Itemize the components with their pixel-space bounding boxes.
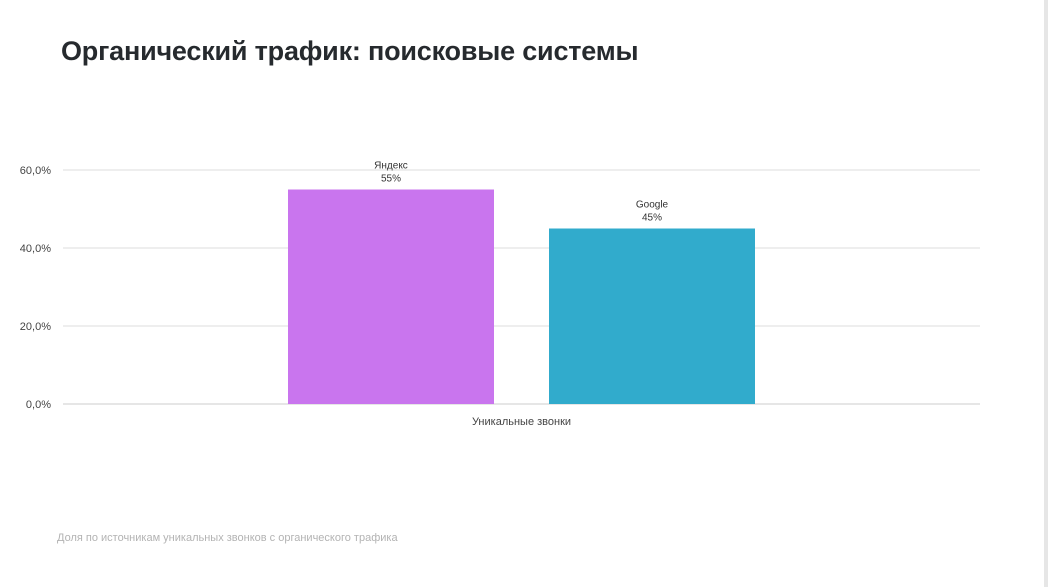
x-category-label: Уникальные звонки <box>472 416 571 428</box>
bar-series-label: Google <box>636 200 669 211</box>
page-title: Органический трафик: поисковые системы <box>61 36 639 66</box>
right-edge-divider <box>1044 0 1048 587</box>
y-tick-label: 60,0% <box>20 165 51 177</box>
y-tick-label: 0,0% <box>26 399 51 411</box>
y-tick-label: 40,0% <box>20 243 51 255</box>
bar-yandex <box>288 189 494 404</box>
bar-google <box>549 228 755 404</box>
y-tick-label: 20,0% <box>20 321 51 333</box>
chart-footnote: Доля по источникам уникальных звонков с … <box>57 532 398 544</box>
bar-series-label: Яндекс <box>374 161 408 172</box>
bar-value-label: 45% <box>642 213 662 224</box>
bar-value-label: 55% <box>381 174 401 185</box>
